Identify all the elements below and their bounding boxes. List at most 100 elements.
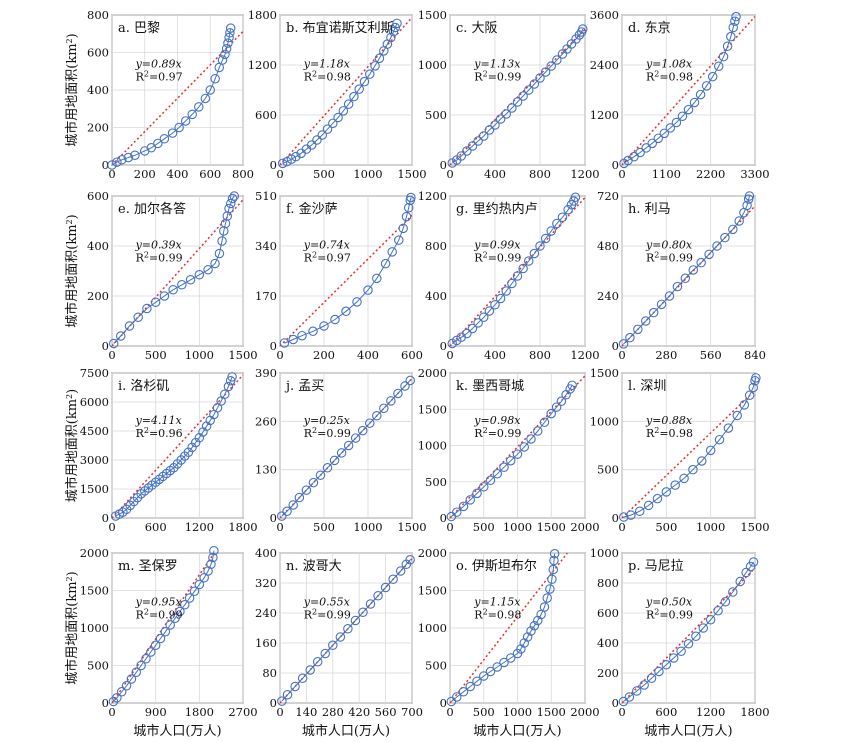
data-point bbox=[290, 681, 300, 692]
data-point bbox=[107, 160, 117, 170]
y-tick-label: 6000 bbox=[80, 395, 109, 409]
data-point bbox=[519, 442, 529, 452]
data-point bbox=[499, 462, 509, 472]
y-tick-label: 1000 bbox=[418, 621, 447, 635]
data-point bbox=[723, 423, 734, 433]
data-point bbox=[484, 125, 495, 135]
data-point bbox=[370, 61, 380, 71]
x-tick-label: 0 bbox=[108, 167, 115, 181]
data-point bbox=[661, 487, 672, 497]
fit-line bbox=[621, 389, 756, 519]
data-point bbox=[458, 501, 469, 512]
panel-title: p. 马尼拉 bbox=[628, 559, 684, 574]
fit-line bbox=[279, 214, 413, 347]
data-point bbox=[679, 473, 689, 484]
fit-equation: y=0.50x bbox=[645, 596, 693, 609]
data-point bbox=[691, 631, 701, 641]
data-point bbox=[652, 493, 663, 504]
fit-equation: y=0.89x bbox=[135, 58, 183, 71]
data-point bbox=[146, 143, 157, 153]
data-point bbox=[306, 140, 317, 150]
data-point bbox=[387, 247, 397, 257]
data-point bbox=[200, 93, 211, 104]
data-point bbox=[124, 321, 135, 331]
x-tick-label: 800 bbox=[529, 348, 551, 362]
data-point bbox=[308, 326, 318, 337]
y-tick-label: 400 bbox=[425, 289, 447, 303]
series-line bbox=[451, 385, 573, 517]
panel-l: 0 500 1000 1500 0 500 1000 1500 l. 深圳 y=0.88xR2=0… bbox=[590, 366, 770, 534]
x-tick-label: 600 bbox=[401, 348, 423, 362]
x-tick-label: 0 bbox=[108, 705, 115, 719]
y-tick-label: 3000 bbox=[80, 453, 109, 467]
y-tick-label: 0 bbox=[270, 339, 277, 353]
data-point bbox=[512, 97, 523, 107]
y-tick-label: 2000 bbox=[418, 366, 447, 380]
fit-r2: R2=0.99 bbox=[474, 70, 521, 84]
fit-equation: y=1.15x bbox=[473, 596, 521, 609]
x-tick-label: 0 bbox=[108, 520, 115, 534]
x-tick-label: 800 bbox=[529, 167, 551, 181]
panel-b: 0 500 1000 1500 0 600 1200 1800 b. 布宜诺斯艾利斯 y=1.18… bbox=[248, 8, 427, 181]
data-point bbox=[632, 686, 642, 696]
y-tick-label: 1500 bbox=[418, 584, 447, 598]
x-tick-label: 1500 bbox=[397, 520, 426, 534]
data-point bbox=[328, 118, 338, 129]
data-point bbox=[478, 312, 489, 322]
data-point bbox=[142, 303, 152, 314]
x-axis-label: 城市人口(万人) bbox=[473, 723, 561, 739]
data-point bbox=[398, 223, 408, 234]
panel-title: b. 布宜诺斯艾利斯 bbox=[286, 21, 394, 36]
data-point bbox=[677, 111, 688, 122]
series-line bbox=[111, 28, 232, 166]
y-tick-label: 500 bbox=[425, 659, 447, 673]
data-point bbox=[549, 555, 559, 566]
fit-r2: R2=0.98 bbox=[646, 70, 693, 84]
y-tick-label: 1000 bbox=[80, 621, 109, 635]
y-tick-label: 0 bbox=[612, 339, 619, 353]
data-point bbox=[168, 284, 178, 295]
data-point bbox=[194, 269, 205, 280]
data-point bbox=[659, 128, 670, 139]
y-axis-label: 城市用地面积(km2) bbox=[64, 214, 80, 327]
data-point bbox=[225, 23, 236, 33]
data-point bbox=[220, 389, 230, 400]
data-point bbox=[633, 324, 643, 335]
data-point bbox=[739, 400, 750, 410]
data-point bbox=[485, 475, 496, 486]
data-point bbox=[226, 198, 236, 209]
x-tick-label: 500 bbox=[655, 520, 677, 534]
data-point bbox=[405, 375, 415, 386]
data-point bbox=[214, 248, 225, 259]
data-point bbox=[526, 626, 536, 636]
y-tick-label: 0 bbox=[440, 696, 447, 710]
data-point bbox=[551, 402, 562, 412]
y-tick-label: 0 bbox=[102, 511, 109, 525]
data-point bbox=[350, 615, 361, 626]
data-point bbox=[744, 191, 755, 201]
data-point bbox=[552, 55, 562, 65]
panel-e: 0 500 1000 1500 0 200 400 600 e. 加尔各答 y=0.39xR2=0… bbox=[87, 189, 258, 362]
x-tick-label: 0 bbox=[446, 520, 453, 534]
data-point bbox=[512, 271, 523, 281]
data-point bbox=[312, 656, 323, 667]
data-point bbox=[217, 55, 228, 65]
fit-equation: y=0.74x bbox=[303, 239, 351, 252]
x-tick-label: 500 bbox=[473, 705, 495, 719]
x-tick-label: 1100 bbox=[652, 167, 681, 181]
data-point bbox=[312, 135, 322, 145]
data-point bbox=[174, 122, 184, 133]
data-point bbox=[146, 647, 156, 657]
y-tick-label: 510 bbox=[255, 189, 277, 203]
x-tick-label: 0 bbox=[276, 167, 283, 181]
data-point bbox=[467, 141, 478, 151]
data-point bbox=[405, 554, 415, 565]
plot-area bbox=[621, 372, 756, 519]
x-tick-label: 0 bbox=[276, 705, 283, 719]
x-tick-label: 1200 bbox=[696, 705, 725, 719]
fit-r2: R2=0.96 bbox=[136, 426, 183, 440]
x-tick-label: 0 bbox=[276, 348, 283, 362]
y-tick-label: 400 bbox=[87, 83, 109, 97]
y-tick-label: 0 bbox=[102, 339, 109, 353]
data-point bbox=[742, 200, 752, 211]
